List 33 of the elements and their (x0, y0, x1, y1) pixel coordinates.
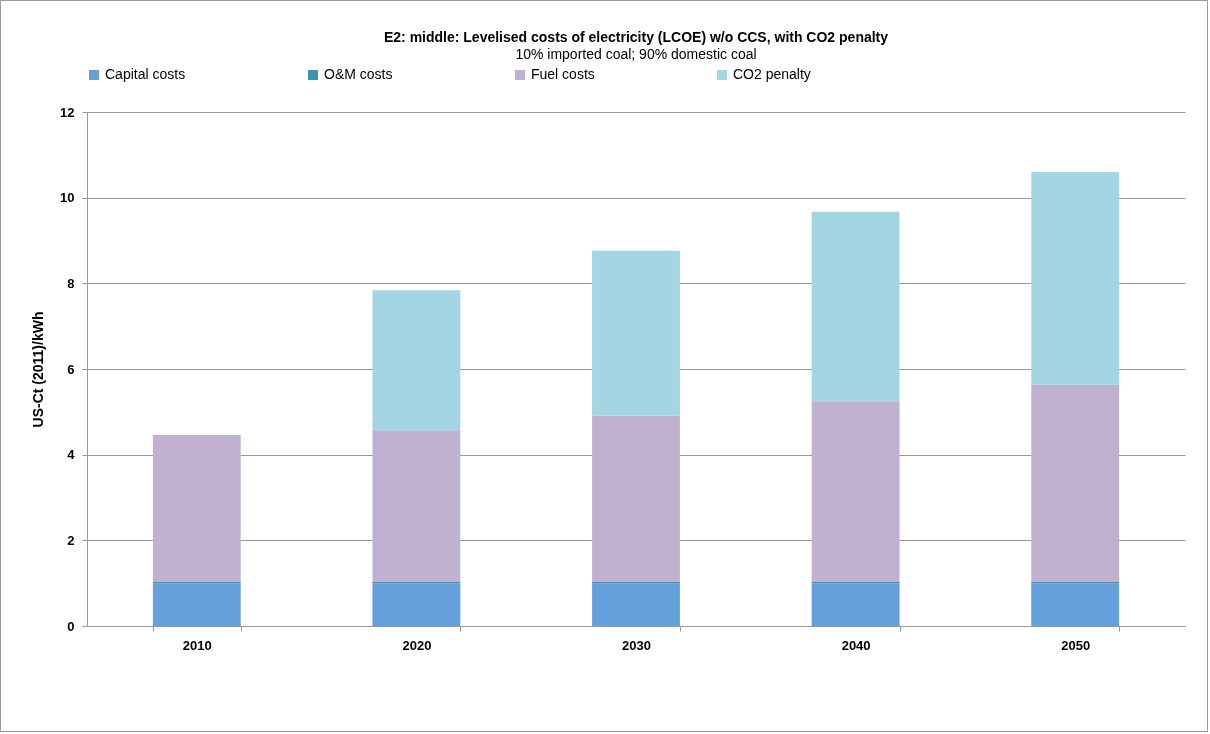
legend-label: Fuel costs (531, 66, 595, 82)
bar (811, 211, 900, 402)
bar (592, 250, 680, 416)
bar (811, 401, 900, 582)
bar (152, 583, 241, 626)
bar (1031, 583, 1120, 626)
y-tick-label: 10 (60, 190, 75, 206)
bar (372, 431, 461, 582)
legend-label: O&M costs (324, 66, 393, 82)
chart-title: E2: middle: Levelised costs of electricity (LCOE) w/o CCS, with CO2 penalty (383, 29, 889, 45)
y-tick-label: 8 (67, 275, 75, 291)
legend-label: CO2 penalty (733, 66, 811, 82)
x-tick-label: 2030 (622, 637, 651, 653)
y-tick-label: 6 (67, 361, 75, 377)
legend-label: Capital costs (105, 66, 186, 82)
bar (1031, 384, 1120, 582)
y-tick-label: 2 (67, 532, 75, 548)
x-tick-label: 2050 (1061, 637, 1091, 653)
y-tick-label: 12 (60, 104, 75, 120)
bar (372, 290, 461, 432)
y-tick-label: 0 (67, 618, 75, 634)
bar (592, 415, 680, 582)
chart-subtitle: 10% imported coal; 90% domestic coal (515, 46, 757, 62)
x-tick-label: 2040 (841, 637, 871, 653)
bar (592, 583, 680, 626)
y-tick-label: 4 (67, 447, 76, 463)
bar (372, 583, 461, 626)
bar (811, 583, 900, 626)
y-axis-title: US-Ct (2011)/kWh (30, 311, 47, 428)
bar (152, 434, 241, 582)
x-tick-label: 2020 (402, 637, 432, 653)
bar (1031, 171, 1120, 385)
x-tick-label: 2010 (182, 637, 212, 653)
